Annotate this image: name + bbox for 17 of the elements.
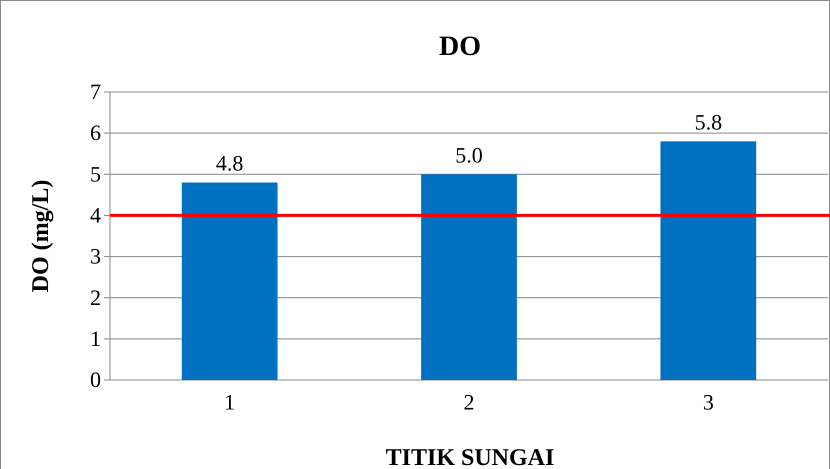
y-tick-label: 7 [90,79,101,104]
data-label: 5.8 [694,109,722,134]
x-axis-title: TITIK SUNGAI [386,445,554,469]
x-tick-label: 1 [224,390,236,415]
y-tick-label: 5 [90,161,101,186]
y-tick-label: 1 [90,326,101,351]
chart-title: DO [439,31,481,62]
y-tick-label: 3 [90,244,101,269]
y-tick-label: 2 [90,284,101,310]
data-label: 4.8 [216,150,244,176]
x-tick-label: 3 [702,390,714,415]
y-tick-label: 4 [90,202,101,228]
x-tick-label: 2 [464,390,474,415]
y-tick-label: 0 [90,367,101,392]
y-tick-label: 6 [90,120,101,146]
y-axis-title: DO (mg/L) [28,180,54,292]
data-label: 5.0 [455,142,483,168]
